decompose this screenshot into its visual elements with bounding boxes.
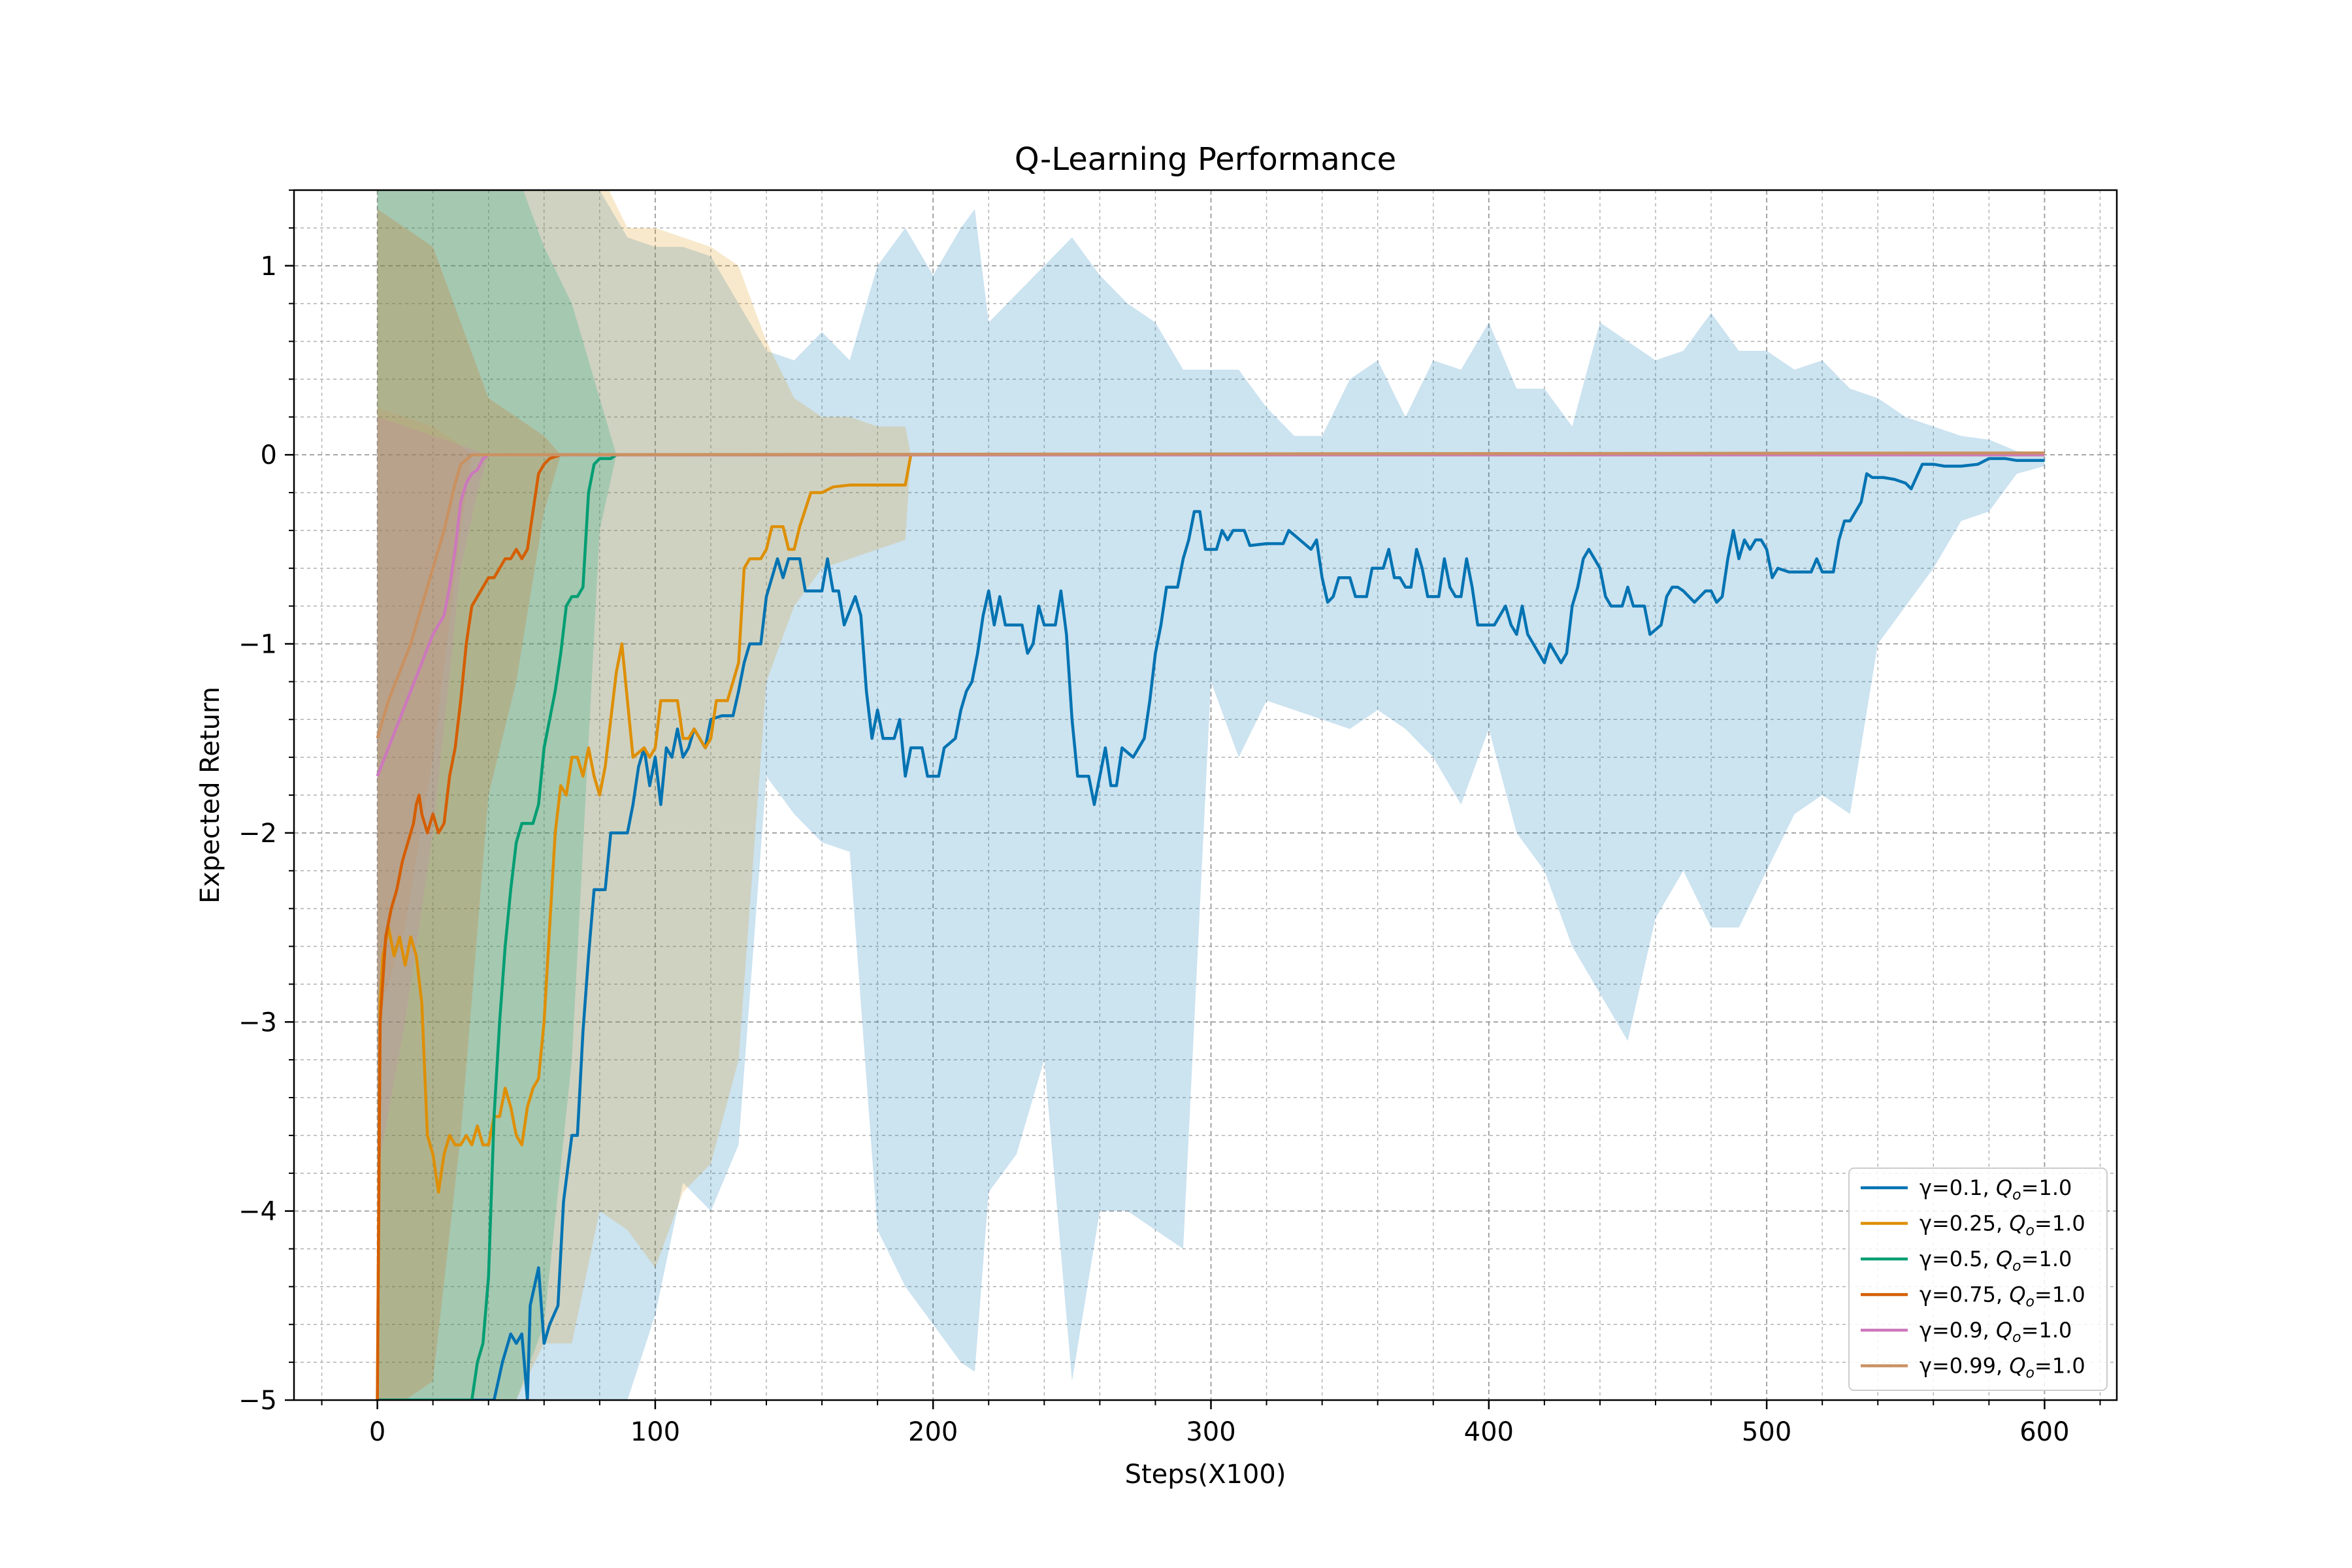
legend-box [1848, 1168, 2108, 1391]
chart-title: Q-Learning Performance [1015, 141, 1396, 178]
confidence-band [377, 190, 2045, 1400]
legend-label: γ=0.9, Qo=1.0 [1919, 1318, 2072, 1346]
legend-label: γ=0.5, Qo=1.0 [1919, 1247, 2072, 1275]
series-line [377, 453, 2045, 1400]
confidence-band [377, 190, 2045, 1400]
x-tick-label: 0 [369, 1417, 385, 1447]
x-tick-label: 600 [2019, 1417, 2069, 1447]
x-axis-label: Steps(X100) [1125, 1460, 1286, 1490]
x-tick-label: 200 [908, 1417, 958, 1447]
y-tick-label: −3 [238, 1007, 277, 1037]
y-tick-label: −4 [238, 1197, 277, 1227]
y-tick-label: −1 [238, 630, 277, 660]
y-axis: 1 0 −1 −2 −3 −4 −5 [238, 189, 294, 1416]
y-tick-label: 1 [261, 252, 277, 282]
y-axis-label: Expected Return [195, 687, 225, 904]
confidence-band [377, 190, 2045, 1400]
series-lines [376, 451, 2045, 1400]
series-line [376, 453, 2045, 1400]
x-axis: 0 100 200 300 400 500 600 [321, 1400, 2101, 1447]
y-tick-label: −5 [238, 1386, 277, 1416]
confidence-bands [377, 190, 2045, 1400]
series-line [376, 451, 2045, 739]
series-line [376, 453, 2045, 777]
legend-label: γ=0.99, Qo=1.0 [1919, 1354, 2085, 1382]
series-line [377, 457, 2045, 1400]
legend: γ=0.1, Qo=1.0 γ=0.25, Qo=1.0 γ=0.5, Qo=1.0… [1848, 1168, 2108, 1391]
y-tick-label: 0 [261, 440, 277, 470]
x-tick-label: 400 [1464, 1417, 1514, 1447]
legend-label: γ=0.25, Qo=1.0 [1919, 1211, 2085, 1239]
legend-label: γ=0.75, Qo=1.0 [1919, 1282, 2085, 1311]
x-tick-label: 300 [1186, 1417, 1235, 1447]
series-line [376, 453, 2045, 1400]
x-tick-label: 500 [1742, 1417, 1791, 1447]
legend-label: γ=0.1, Qo=1.0 [1919, 1175, 2072, 1203]
y-tick-label: −2 [238, 819, 277, 849]
x-tick-label: 100 [630, 1417, 680, 1447]
